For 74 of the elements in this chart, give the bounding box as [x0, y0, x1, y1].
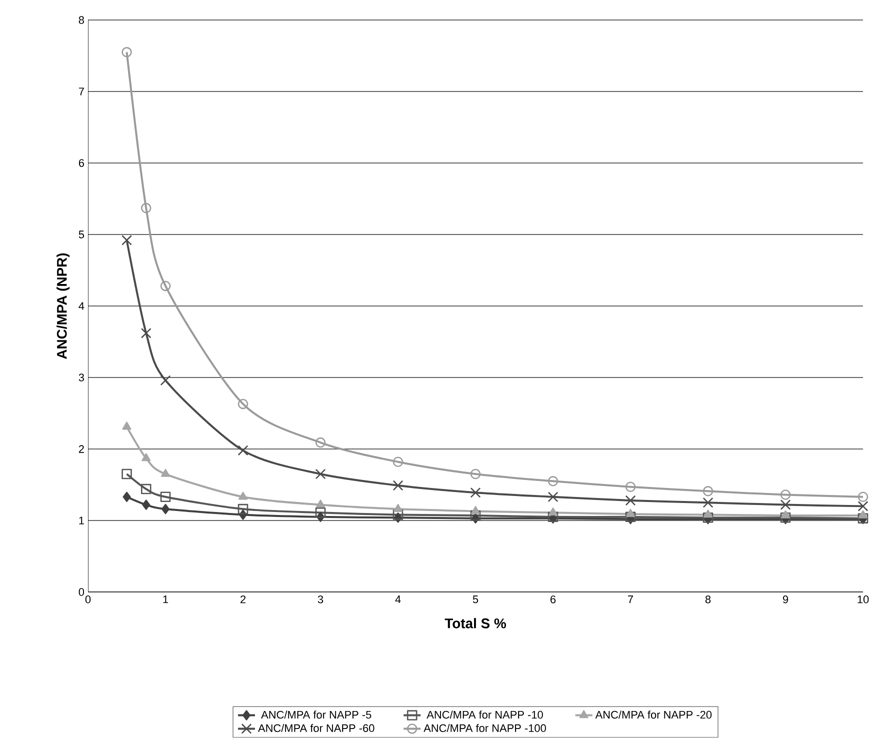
point [858, 492, 868, 502]
point [142, 500, 150, 510]
legend-label: ANC/MPA for NAPP -20 [595, 710, 712, 719]
point [392, 456, 404, 468]
y-tick-label: 5 [78, 230, 84, 239]
point [122, 492, 131, 502]
point [160, 375, 171, 386]
point [548, 492, 558, 502]
y-tick-label: 7 [78, 88, 84, 96]
point [470, 469, 481, 480]
point [548, 508, 558, 516]
y-axis-title: ANC/MPA (NPR) [56, 254, 70, 360]
point [238, 492, 248, 500]
point [858, 510, 868, 519]
point [140, 328, 152, 339]
point [238, 399, 248, 410]
point [316, 500, 326, 508]
point [858, 501, 868, 512]
x-axis-title: Total S % [444, 618, 506, 629]
y-tick-label: 2 [78, 445, 84, 454]
point [161, 504, 170, 514]
x-tick-label: 9 [782, 596, 788, 604]
point [142, 453, 151, 462]
point [702, 486, 714, 496]
point [780, 490, 791, 500]
point [160, 281, 171, 292]
point [238, 445, 248, 456]
point [315, 508, 326, 518]
x-tick-label: 3 [318, 596, 324, 604]
y-tick-label: 0 [78, 588, 84, 596]
y-tick-label: 3 [78, 374, 84, 382]
x-tick-label: 8 [705, 596, 711, 604]
point [392, 480, 404, 491]
x-tick-label: 0 [85, 596, 91, 604]
point [392, 510, 404, 520]
x-tick-label: 4 [395, 596, 401, 604]
point [238, 504, 248, 514]
y-tick-label: 1 [79, 516, 84, 524]
point [315, 468, 326, 480]
x-tick-label: 2 [240, 596, 246, 604]
y-tick-label: 6 [78, 159, 84, 168]
point [160, 469, 170, 478]
point [780, 510, 790, 519]
point [625, 495, 636, 506]
point [702, 498, 714, 508]
y-tick-label: 8 [78, 16, 84, 24]
point [470, 510, 481, 521]
legend-label: ANC/MPA for NAPP -5 [261, 710, 372, 719]
y-tick-label: 4 [78, 302, 84, 310]
x-tick-label: 5 [472, 596, 478, 604]
point [122, 47, 132, 58]
legend-label: ANC/MPA for NAPP -10 [426, 710, 543, 719]
legend-label: ANC/MPA for NAPP -100 [424, 724, 546, 732]
x-tick-label: 7 [628, 596, 634, 604]
point [470, 506, 480, 514]
point [625, 512, 636, 522]
point [703, 510, 713, 518]
point [625, 482, 636, 492]
point [141, 203, 152, 214]
point [122, 235, 132, 246]
legend-label: ANC/MPA for NAPP -60 [258, 724, 374, 732]
point [548, 476, 558, 486]
x-tick-label: 10 [858, 596, 869, 604]
point [141, 484, 152, 494]
point [780, 500, 791, 510]
x-tick-label: 1 [163, 596, 168, 604]
x-tick-label: 6 [550, 596, 556, 604]
point [315, 438, 326, 448]
point [122, 469, 132, 480]
point [470, 488, 481, 498]
point [393, 504, 403, 512]
point [122, 422, 132, 430]
point [160, 492, 171, 502]
point [626, 509, 636, 518]
